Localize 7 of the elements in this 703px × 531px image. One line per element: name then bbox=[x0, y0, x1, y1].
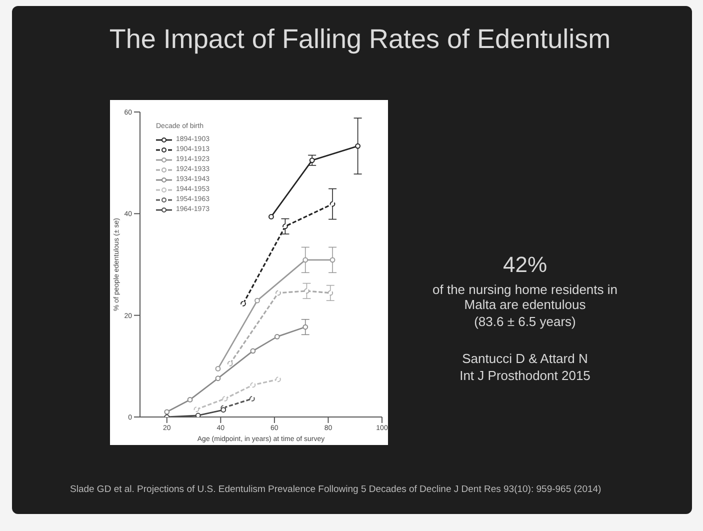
text: Slade GD et al. Projections of U.S. Edentulism Prevalence Following 5 Decades of Decline J Dent Res 93(10): 959-965 (2014) bbox=[70, 484, 602, 495]
chart-title: The Impact of Falling Rates of Edentulism bbox=[108, 24, 612, 55]
text: Int J Prosthodont 2015 bbox=[458, 368, 592, 383]
text: Santucci D & Attard N bbox=[461, 351, 589, 366]
text: of the nursing home residents in Malta are edentulous bbox=[432, 282, 618, 312]
text: 42% bbox=[502, 252, 548, 278]
text: (83.6 ± 6.5 years) bbox=[473, 314, 577, 329]
